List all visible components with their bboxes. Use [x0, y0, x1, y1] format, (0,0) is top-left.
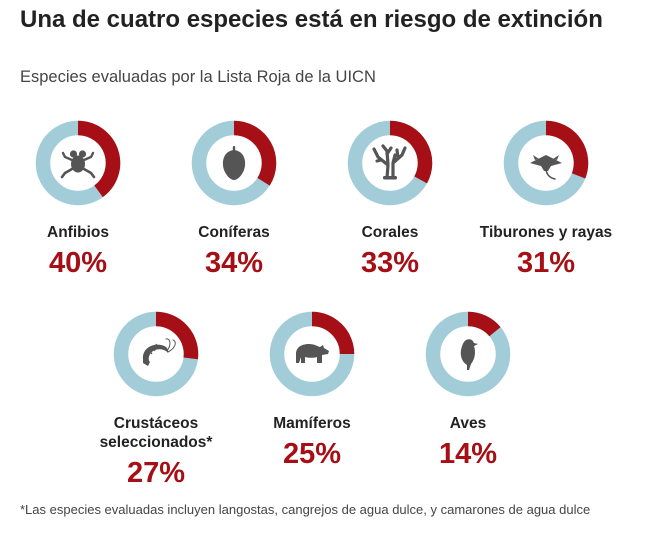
frog-icon [60, 150, 96, 179]
donut-chart [35, 120, 121, 206]
percentage-label: 33% [360, 247, 420, 279]
donut-item: Anfibios 40% [3, 115, 153, 280]
percentage-label: 25% [282, 438, 342, 470]
bird-icon [460, 339, 478, 370]
footnote: *Las especies evaluadas incluyen langost… [20, 502, 591, 517]
percentage-label: 31% [516, 247, 576, 279]
percentage-label: 34% [204, 247, 264, 279]
coral-icon [372, 144, 407, 180]
category-label: Anfibios [47, 224, 109, 241]
donut-item: Crustáceos seleccionados* 27% [81, 306, 231, 490]
page-title: Una de cuatro especies está en riesgo de… [20, 6, 603, 33]
donut-chart [347, 120, 433, 206]
category-label: Crustáceos seleccionados* [99, 415, 213, 451]
pinecone-icon [222, 146, 246, 180]
donut-risk-slice [467, 311, 501, 337]
bear-icon [296, 344, 329, 363]
donut-chart [503, 120, 589, 206]
donut-risk-slice [389, 120, 433, 184]
donut-item: Aves 14% [393, 306, 543, 471]
percentage-label: 27% [126, 457, 186, 489]
donut-chart [425, 311, 511, 397]
donut-item: Corales 33% [315, 115, 465, 280]
donut-risk-slice [155, 311, 199, 360]
shrimp-icon [142, 338, 176, 366]
ray-icon [530, 155, 562, 180]
donut-chart [191, 120, 277, 206]
donut-risk-slice [545, 120, 589, 179]
page-subtitle: Especies evaluadas por la Lista Roja de … [20, 68, 376, 86]
donut-item: Mamíferos 25% [237, 306, 387, 471]
donut-risk-slice [77, 120, 121, 198]
category-label: Aves [449, 415, 487, 432]
donut-chart [269, 311, 355, 397]
donut-chart [113, 311, 199, 397]
donut-item: Tiburones y rayas 31% [471, 115, 621, 280]
category-label: Tiburones y rayas [479, 224, 613, 241]
donut-risk-slice [311, 311, 355, 355]
donut-risk-slice [233, 120, 277, 186]
percentage-label: 14% [438, 438, 498, 470]
donut-item: Coníferas 34% [159, 115, 309, 280]
category-label: Mamíferos [273, 415, 351, 432]
category-label: Corales [361, 224, 419, 241]
category-label: Coníferas [198, 224, 270, 241]
percentage-label: 40% [48, 247, 108, 279]
